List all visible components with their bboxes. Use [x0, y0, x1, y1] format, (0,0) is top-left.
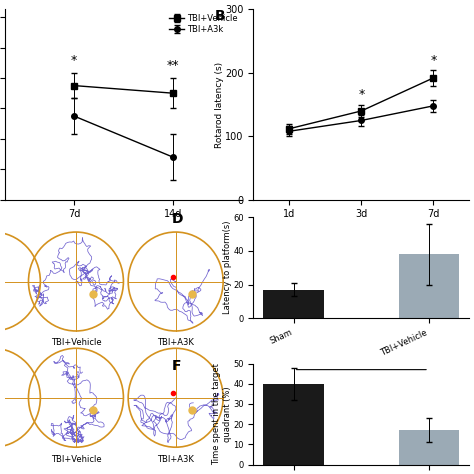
Text: *: *: [358, 88, 365, 101]
Bar: [399, 254, 459, 318]
Text: *: *: [71, 55, 77, 67]
Text: TBI+A3K: TBI+A3K: [157, 455, 194, 464]
Text: B: B: [215, 9, 225, 24]
Text: F: F: [172, 358, 181, 373]
Y-axis label: Rotarod latency (s): Rotarod latency (s): [215, 62, 224, 148]
Y-axis label: Time spent in the target
quadrant (%): Time spent in the target quadrant (%): [212, 363, 232, 465]
Legend: TBI+Vehicle, TBI+A3k: TBI+Vehicle, TBI+A3k: [169, 14, 238, 34]
Text: TBI+A3K: TBI+A3K: [157, 338, 194, 347]
Y-axis label: Latency to platform(s): Latency to platform(s): [223, 221, 232, 314]
Bar: [263, 290, 324, 318]
Text: **: **: [167, 59, 179, 72]
Text: *: *: [430, 54, 437, 66]
Bar: [399, 430, 459, 465]
Bar: [263, 384, 324, 465]
Text: TBI+Vehicle: TBI+Vehicle: [51, 455, 101, 464]
Text: D: D: [172, 212, 183, 226]
Text: TBI+Vehicle: TBI+Vehicle: [51, 338, 101, 347]
